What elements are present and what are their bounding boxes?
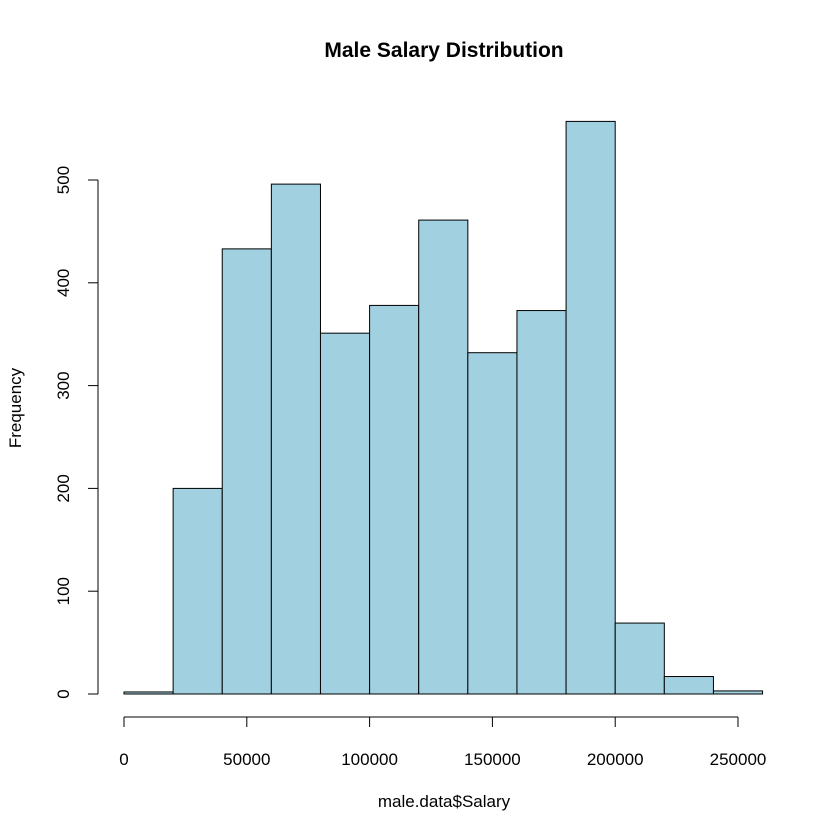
bars-group — [123, 120, 764, 695]
x-tick-label-2: 100000 — [341, 750, 398, 769]
x-tick-label-1: 50000 — [223, 750, 270, 769]
y-tick-label-2: 200 — [54, 474, 73, 502]
x-tick-label-3: 150000 — [464, 750, 521, 769]
histogram-bar-11 — [663, 676, 714, 695]
histogram-bar-2 — [221, 248, 272, 695]
histogram-bar-5 — [369, 304, 420, 695]
histogram-bar-6 — [418, 219, 469, 695]
x-axis-label: male.data$Salary — [378, 792, 511, 811]
x-axis: 0 50000 100000 150000 200000 250000 — [119, 716, 767, 769]
histogram-bar-12 — [712, 690, 764, 695]
chart-title: Male Salary Distribution — [324, 39, 563, 62]
histogram-bar-9 — [565, 120, 616, 695]
histogram-bar-0 — [123, 691, 174, 695]
histogram-bar-3 — [270, 183, 321, 695]
x-tick-label-0: 0 — [119, 750, 128, 769]
y-axis: 0 100 200 300 400 500 — [54, 166, 99, 699]
x-tick-label-4: 200000 — [587, 750, 644, 769]
histogram-bar-1 — [172, 487, 223, 695]
y-axis-label: Frequency — [6, 367, 25, 448]
histogram-bar-7 — [467, 352, 518, 695]
y-tick-label-1: 100 — [54, 577, 73, 605]
y-tick-label-0: 0 — [54, 689, 73, 698]
histogram-bar-4 — [319, 332, 371, 695]
y-tick-label-5: 500 — [54, 166, 73, 194]
x-tick-label-5: 250000 — [710, 750, 767, 769]
histogram-bar-10 — [614, 622, 665, 695]
y-tick-label-4: 400 — [54, 269, 73, 297]
y-tick-label-3: 300 — [54, 371, 73, 399]
histogram-bar-8 — [516, 310, 567, 695]
